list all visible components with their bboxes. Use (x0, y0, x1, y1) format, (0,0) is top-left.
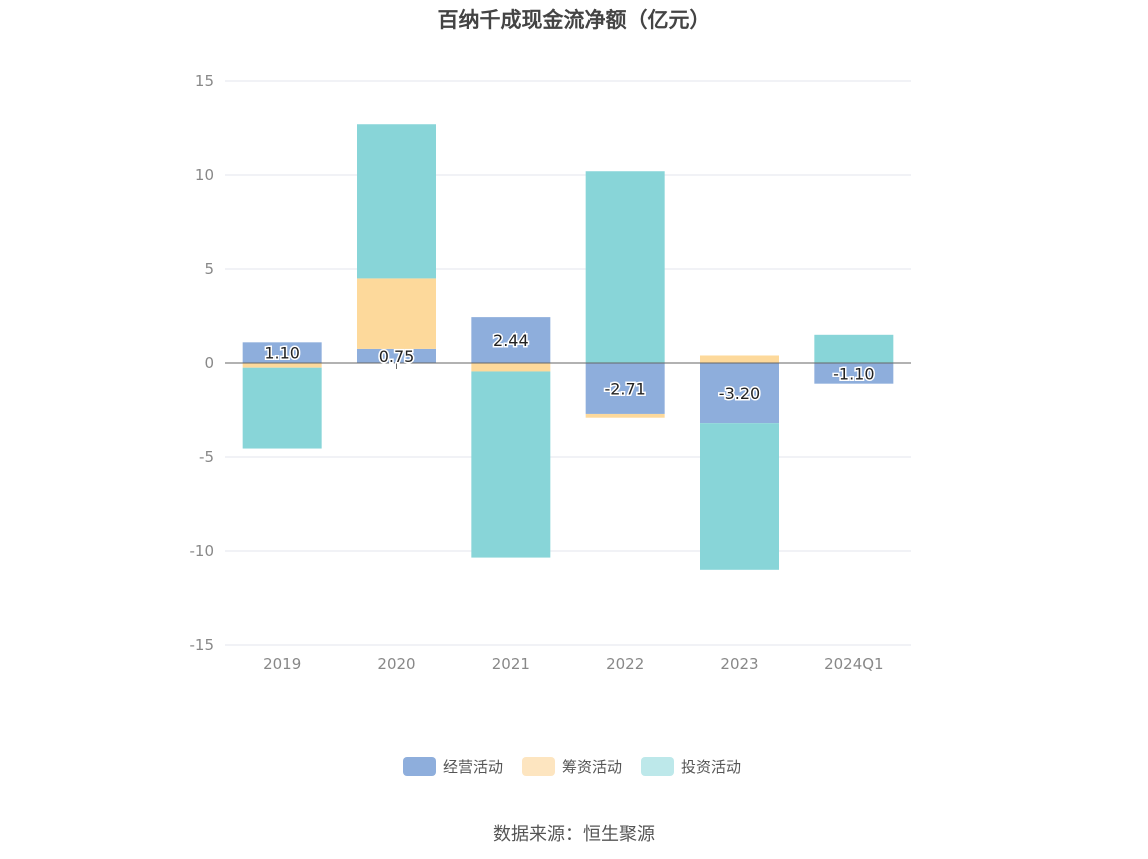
data-label: 1.10 (264, 344, 300, 363)
y-tick-label: -5 (199, 448, 214, 466)
bar-segment (700, 423, 779, 570)
y-tick-label: -10 (190, 542, 215, 560)
data-label: -1.10 (833, 364, 874, 383)
legend-label: 投资活动 (681, 758, 741, 776)
data-label: 0.75 (379, 347, 415, 366)
bar-segment (357, 348, 436, 363)
bar-segment (585, 413, 665, 418)
bar-segment (471, 317, 551, 363)
bar-segment (242, 342, 322, 363)
y-tick-label: 15 (195, 72, 214, 90)
y-tick-label: 10 (195, 166, 214, 184)
bar-segment (242, 367, 322, 449)
data-label: -2.71 (604, 379, 645, 398)
bar-segment (700, 355, 779, 363)
legend-label: 筹资活动 (562, 758, 622, 776)
axis-layer: 15 10 5 0 -5 -10 -15 2019 2020 2021 2022 2023 2024Q1 (190, 72, 911, 673)
bar-segment (357, 278, 436, 349)
x-tick-label: 2021 (492, 655, 530, 673)
bar-segment (814, 363, 894, 384)
legend-swatch (403, 757, 436, 776)
source-note: 数据来源：恒生聚源 (493, 824, 655, 845)
legend-swatch (522, 757, 555, 776)
legend-label: 经营活动 (443, 758, 503, 776)
data-label: 2.44 (493, 331, 529, 350)
bar-segment (585, 363, 665, 414)
bar-segment (585, 171, 665, 363)
bars-layer (242, 124, 894, 570)
bar-segment (471, 371, 551, 558)
x-tick-label: 2024Q1 (824, 655, 884, 673)
chart-title: 百纳千成现金流净额（亿元） (437, 8, 711, 32)
stacked-bar-chart: 15 10 5 0 -5 -10 -15 2019 2020 2021 2022 2023 2024Q1… (190, 72, 911, 776)
grid-layer (225, 80, 911, 646)
legend-swatch (641, 757, 674, 776)
data-label: -3.20 (719, 384, 760, 403)
legend: 经营活动 筹资活动 投资活动 (403, 757, 741, 776)
y-tick-label: 5 (204, 260, 214, 278)
x-tick-label: 2023 (720, 655, 758, 673)
bar-segment (357, 124, 436, 279)
x-tick-label: 2022 (606, 655, 644, 673)
bar-segment (814, 334, 894, 363)
y-tick-label: 0 (204, 354, 214, 372)
bar-segment (242, 363, 322, 368)
bar-segment (471, 363, 551, 372)
x-tick-label: 2019 (263, 655, 301, 673)
labels-layer: 1.10 0.75 2.44 -2.71 -3.20 -1.10 (263, 330, 876, 405)
bar-segment (700, 363, 779, 424)
y-tick-label: -15 (190, 636, 215, 654)
x-tick-label: 2020 (377, 655, 415, 673)
